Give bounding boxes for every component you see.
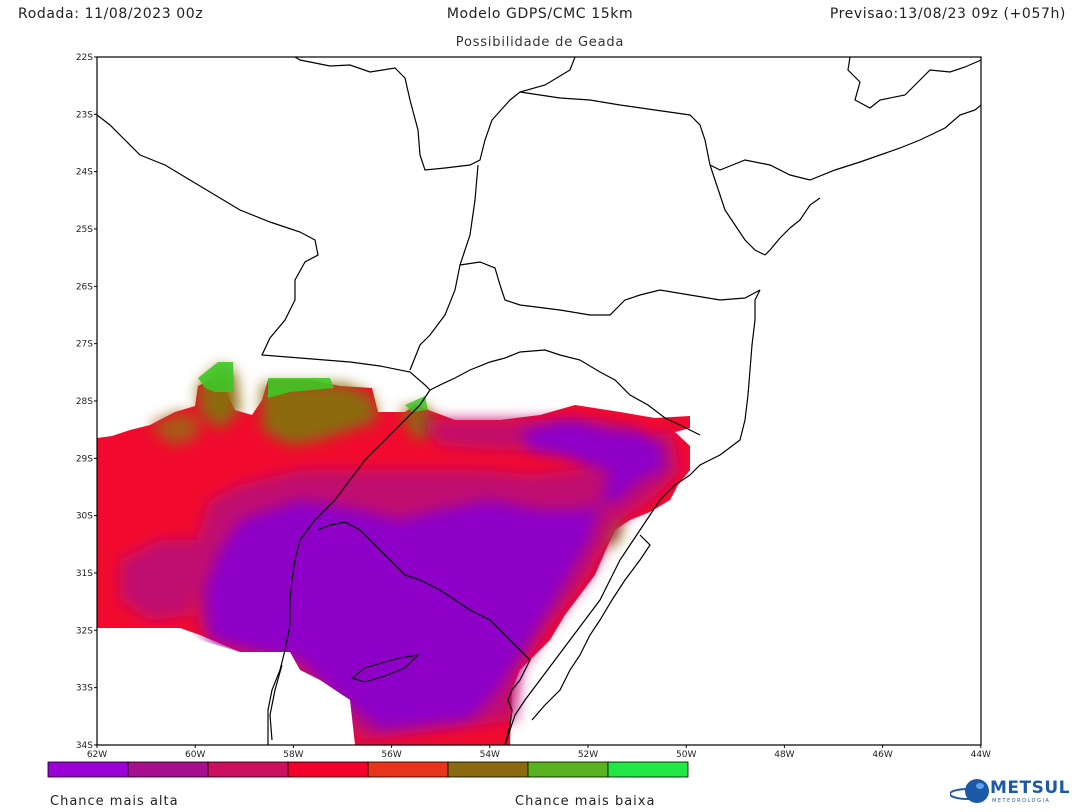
frost-field — [97, 362, 690, 745]
lat-tick-label: 23S — [76, 110, 93, 120]
lat-tick-label: 25S — [76, 225, 93, 235]
map-subtitle: Possibilidade de Geada — [455, 35, 625, 50]
lagoon-mirim — [350, 654, 420, 683]
lon-tick-label: 50W — [676, 750, 696, 760]
lon-tick-label: 46W — [872, 750, 892, 760]
lat-tick-label: 24S — [76, 168, 93, 178]
colorbar-swatch — [527, 761, 609, 778]
colorbar-swatch — [47, 761, 129, 778]
lon-tick-label: 48W — [774, 750, 794, 760]
political-boundaries — [97, 57, 981, 745]
logo-subtext: METEOROLOGIA — [992, 798, 1051, 804]
lat-tick-label: 33S — [76, 684, 93, 694]
lat-tick-label: 22S — [76, 53, 93, 63]
colorbar-swatch — [287, 761, 369, 778]
colorbar-swatch — [447, 761, 529, 778]
lon-tick-label: 58W — [283, 750, 303, 760]
colorbar-swatch — [607, 761, 689, 778]
logo-text: METSUL — [990, 778, 1071, 798]
lat-tick-label: 32S — [76, 626, 93, 636]
latitude-axis: 22S 23S 24S 25S 26S 27S 28S 29S 30S 31S 32S 33S 34S — [76, 53, 97, 751]
highest-chance-zones — [205, 420, 665, 730]
lon-tick-label: 62W — [87, 750, 107, 760]
globe-icon — [949, 779, 989, 803]
colorbar — [47, 761, 689, 778]
lon-tick-label: 52W — [578, 750, 598, 760]
lon-tick-label: 60W — [185, 750, 205, 760]
model-label: Modelo GDPS/CMC 15km — [446, 6, 634, 22]
run-time-label: Rodada: 11/08/2023 00z — [18, 6, 204, 22]
metsul-logo: METSUL METEOROLOGIA — [949, 776, 1076, 806]
colorbar-label-low: Chance mais baixa — [515, 794, 656, 809]
lat-tick-label: 28S — [76, 397, 93, 407]
lat-tick-label: 29S — [76, 454, 93, 464]
lat-tick-label: 27S — [76, 340, 93, 350]
longitude-axis: 62W 60W 58W 56W 54W 52W 50W 48W 46W 44W — [87, 745, 991, 760]
lat-tick-label: 31S — [76, 569, 93, 579]
lat-tick-label: 34S — [76, 741, 93, 751]
lon-tick-label: 54W — [480, 750, 500, 760]
colorbar-swatch — [207, 761, 289, 778]
lat-tick-label: 30S — [76, 512, 93, 522]
lat-tick-label: 26S — [76, 282, 93, 292]
lon-tick-label: 44W — [971, 750, 991, 760]
colorbar-label-high: Chance mais alta — [50, 794, 179, 809]
forecast-time-label: Previsao:13/08/23 09z (+057h) — [829, 6, 1066, 22]
colorbar-swatch — [367, 761, 449, 778]
lon-tick-label: 56W — [381, 750, 401, 760]
colorbar-swatch — [127, 761, 209, 778]
